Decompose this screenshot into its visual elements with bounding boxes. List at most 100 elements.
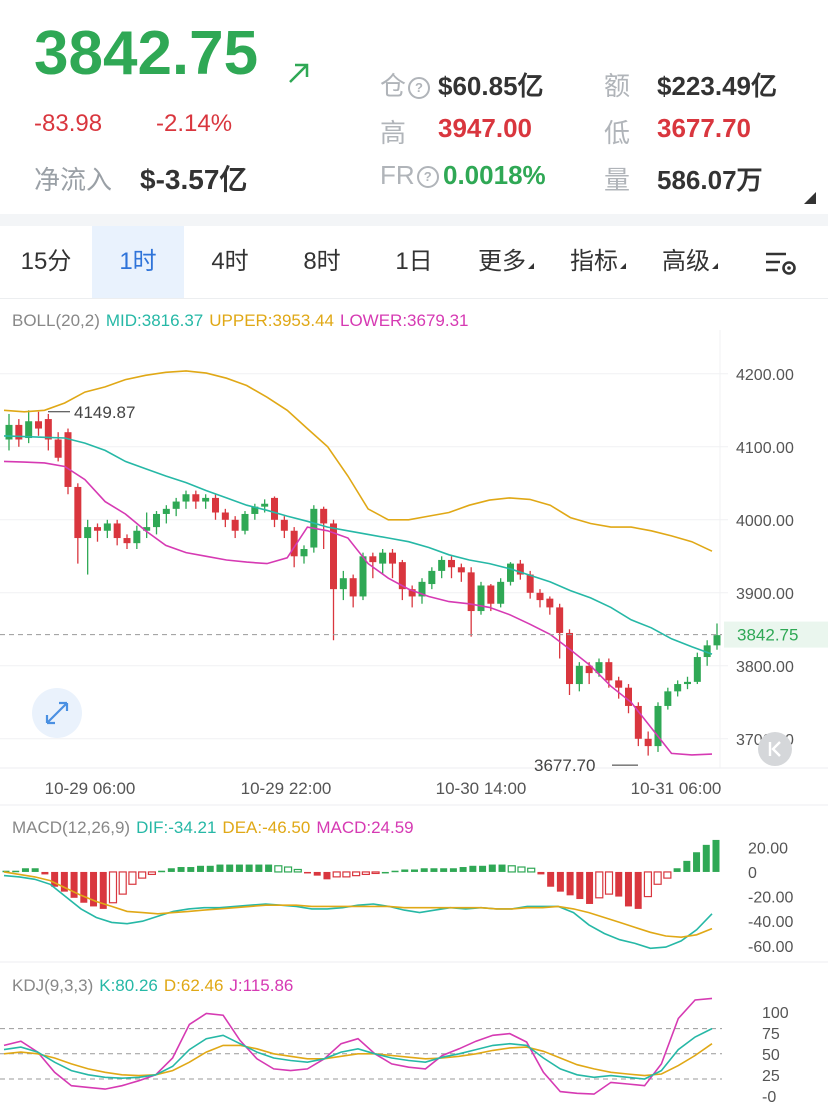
x-tick-label: 10-29 06:00 xyxy=(45,779,136,798)
macd-histogram-bar xyxy=(118,871,127,895)
macd-histogram-bar xyxy=(108,871,118,904)
candle-body xyxy=(271,497,278,520)
tab-15m[interactable]: 15分 xyxy=(20,248,72,275)
chart-settings-icon[interactable] xyxy=(764,250,798,276)
macd-histogram-bar xyxy=(653,871,662,885)
macd-dea-line xyxy=(3,871,713,939)
tab-advanced[interactable]: 高级 xyxy=(644,226,736,298)
macd-histogram-bar xyxy=(498,864,506,872)
candle-body xyxy=(674,684,682,692)
tab-more[interactable]: 更多 xyxy=(460,226,552,298)
macd-histogram-bar xyxy=(449,868,457,872)
candle-body xyxy=(684,681,691,685)
macd-histogram-bar xyxy=(197,865,205,872)
open-interest-label[interactable]: 仓? xyxy=(380,66,431,103)
help-icon[interactable]: ? xyxy=(408,77,431,99)
macd-histogram-bar xyxy=(177,867,185,872)
macd-histogram-bar xyxy=(693,852,701,872)
volume-value: 586.07万 xyxy=(657,165,763,195)
candle-body xyxy=(251,506,259,514)
macd-histogram-bar xyxy=(323,871,331,880)
expand-icon xyxy=(45,701,69,725)
candle-body xyxy=(644,738,652,747)
macd-histogram-bar xyxy=(459,867,467,872)
macd-histogram-bar xyxy=(31,868,39,872)
macd-histogram-bar xyxy=(80,871,88,903)
kdj-d-line xyxy=(3,1043,713,1077)
current-price-label: 3842.75 xyxy=(737,626,798,645)
candle-body xyxy=(74,486,82,539)
net-inflow-value: $-3.57亿 xyxy=(140,164,248,195)
funding-rate-label[interactable]: FR? xyxy=(380,160,439,191)
y-tick-label: 4100.00 xyxy=(736,440,794,457)
candle-body xyxy=(221,512,229,520)
macd-histogram-bar xyxy=(507,865,516,873)
macd-histogram-bar xyxy=(643,871,653,898)
candle-body xyxy=(330,523,337,590)
candle-body xyxy=(546,598,554,608)
corner-triangle-icon[interactable] xyxy=(804,192,816,204)
low-value: 3677.70 xyxy=(657,113,751,143)
macd-histogram-bar xyxy=(420,868,428,872)
kdj-legend: KDJ(9,3,3) K:80.26 D:62.46 J:115.86 xyxy=(12,976,294,995)
macd-histogram-bar xyxy=(401,869,409,872)
macd-histogram-bar xyxy=(517,866,526,873)
candle-body xyxy=(320,508,328,524)
macd-histogram-bar xyxy=(293,868,302,873)
candle-body xyxy=(526,574,534,593)
candle-body xyxy=(575,665,583,685)
macd-y-tick: 20.00 xyxy=(748,840,788,857)
kdj-y-tick: 100 xyxy=(762,1005,789,1022)
tab-1d[interactable]: 1日 xyxy=(395,248,433,275)
macd-histogram-bar xyxy=(21,868,29,872)
expand-chart-button[interactable] xyxy=(32,688,82,738)
min-price-label: 3677.70 xyxy=(534,756,595,775)
macd-histogram-bar xyxy=(245,864,253,872)
macd-dif-line xyxy=(3,874,713,950)
kdj-k-line xyxy=(3,1027,713,1080)
macd-histogram-bar xyxy=(712,839,720,872)
macd-histogram-bar xyxy=(430,868,438,872)
jump-to-latest-button[interactable] xyxy=(758,732,792,766)
high-value: 3947.00 xyxy=(438,113,532,143)
candle-body xyxy=(123,538,131,544)
macd-histogram-bar xyxy=(527,867,536,873)
macd-histogram-bar xyxy=(158,870,166,873)
macd-histogram-bar xyxy=(440,868,448,872)
macd-histogram-bar xyxy=(673,868,681,872)
candle-body xyxy=(44,419,52,440)
candle-body xyxy=(664,691,672,706)
y-tick-label: 4000.00 xyxy=(736,513,794,530)
candle-body xyxy=(595,662,603,674)
candle-body xyxy=(231,519,239,531)
x-tick-label: 10-29 22:00 xyxy=(241,779,332,798)
macd-histogram-bar xyxy=(469,865,477,872)
macd-histogram-bar xyxy=(556,871,564,892)
help-icon[interactable]: ? xyxy=(416,166,439,188)
macd-histogram-bar xyxy=(12,870,20,873)
macd-histogram-bar xyxy=(147,871,156,876)
y-tick-label: 3800.00 xyxy=(736,659,794,676)
macd-histogram-bar xyxy=(187,867,195,872)
candle-body xyxy=(379,552,387,564)
tab-indicators[interactable]: 指标 xyxy=(552,226,644,298)
tab-1h[interactable]: 1时 xyxy=(92,226,184,298)
macd-histogram-bar xyxy=(381,871,389,874)
macd-histogram-bar xyxy=(99,871,107,909)
macd-histogram-bar xyxy=(371,871,380,875)
candle-body xyxy=(280,519,288,531)
tab-4h[interactable]: 4时 xyxy=(211,248,249,275)
candle-body xyxy=(15,424,23,440)
candle-body xyxy=(713,635,721,646)
macd-histogram-bar xyxy=(663,871,672,879)
y-tick-label: 4200.00 xyxy=(736,367,794,384)
tab-8h[interactable]: 8时 xyxy=(303,248,341,275)
candle-body xyxy=(202,497,210,502)
candle-body xyxy=(103,523,111,531)
candle-body xyxy=(566,632,573,685)
candle-body xyxy=(290,530,298,557)
boll-upper-line xyxy=(3,370,713,552)
price-change-percent: -2.14% xyxy=(156,110,233,137)
macd-histogram-bar xyxy=(595,871,604,899)
